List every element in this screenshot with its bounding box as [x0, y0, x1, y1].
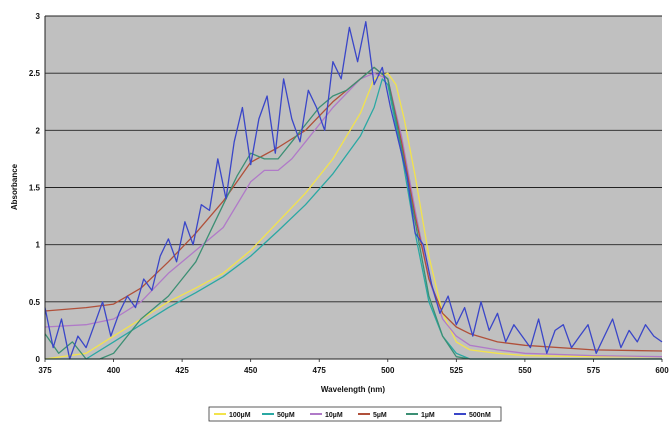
x-tick-label: 450 [244, 366, 258, 375]
x-tick-label: 550 [518, 366, 532, 375]
x-tick-labels: 375 400 425 450 475 500 525 550 575 600 [38, 359, 669, 375]
legend-label-4: 1µM [421, 412, 435, 419]
legend-label-3: 5µM [373, 412, 387, 419]
x-tick-label: 500 [381, 366, 395, 375]
x-tick-label: 425 [175, 366, 189, 375]
y-tick-label: 1.5 [29, 184, 41, 193]
x-tick-label: 375 [38, 366, 52, 375]
legend-box [208, 406, 502, 422]
series-line-2 [44, 72, 663, 358]
y-tick-label: 2.5 [29, 69, 41, 78]
series-line-5 [44, 21, 663, 360]
series-lines [44, 21, 663, 360]
y-tick-label: 1 [36, 241, 41, 250]
y-tick-label: 2 [36, 126, 41, 135]
series-line-0 [44, 72, 662, 360]
gridlines [45, 15, 662, 303]
x-tick-label: 400 [107, 366, 121, 375]
y-tick-label: 0 [36, 355, 41, 364]
x-tick-label: 525 [450, 366, 464, 375]
x-axis-title: Wavelength (nm) [321, 385, 385, 394]
x-tick-label: 575 [587, 366, 601, 375]
legend: 100µM 50µM 10µM 5µM 1µM 500nM [208, 406, 502, 422]
series-line-4 [44, 66, 662, 360]
legend-label-2: 10µM [325, 412, 343, 419]
x-tick-label: 600 [655, 366, 669, 375]
y-axis-title: Absorbance [10, 163, 19, 210]
legend-label-5: 500nM [469, 412, 491, 419]
y-tick-labels: 0 0.5 1 1.5 2 2.5 3 [29, 12, 41, 364]
legend-label-0: 100µM [229, 412, 251, 419]
y-tick-label: 0.5 [29, 298, 41, 307]
x-tick-label: 475 [313, 366, 327, 375]
legend-label-1: 50µM [277, 412, 295, 419]
y-tick-label: 3 [36, 12, 41, 21]
